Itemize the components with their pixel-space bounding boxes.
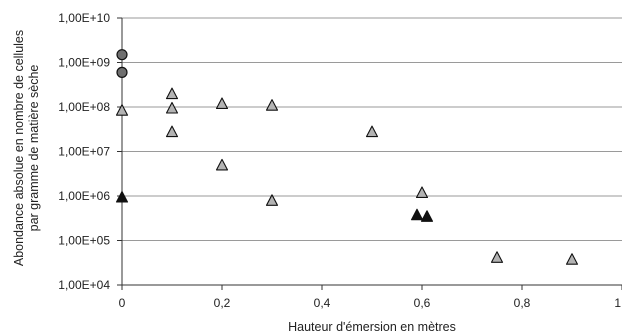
y-axis-title-line-1: Abondance absolue en nombre de cellules xyxy=(12,30,26,266)
x-tick-label: 0,4 xyxy=(314,296,331,310)
data-point-triangle xyxy=(215,97,229,110)
data-point-triangle xyxy=(115,190,129,203)
y-tick-label: 1,00E+07 xyxy=(58,145,110,159)
data-point-triangle xyxy=(165,87,179,100)
x-tick-label: 0,2 xyxy=(214,296,231,310)
x-tick-label: 0,6 xyxy=(414,296,431,310)
y-tick-label: 1,00E+10 xyxy=(58,11,110,25)
data-point-circle xyxy=(116,49,128,61)
y-tick-label: 1,00E+06 xyxy=(58,189,110,203)
y-tick-labels: 1,00E+04 1,00E+05 1,00E+06 1,00E+07 1,00E+08… xyxy=(58,11,110,292)
axes xyxy=(117,17,622,290)
x-tick-label: 0,8 xyxy=(514,296,531,310)
y-tick-label: 1,00E+08 xyxy=(58,100,110,114)
data-points xyxy=(115,49,579,265)
y-axis-title-line-2: par gramme de matière sèche xyxy=(27,65,41,232)
gridlines xyxy=(122,17,622,241)
data-point-triangle xyxy=(115,104,129,116)
data-point-triangle xyxy=(265,99,279,111)
data-point-triangle xyxy=(265,194,279,206)
data-point-circle xyxy=(116,66,128,78)
data-point-triangle xyxy=(165,125,179,138)
data-point-triangle xyxy=(410,208,424,221)
x-axis-title: Hauteur d'émersion en mètres xyxy=(288,320,456,334)
data-point-triangle xyxy=(165,101,179,114)
y-tick-label: 1,00E+09 xyxy=(58,56,110,70)
x-tick-labels: 0 0,2 0,4 0,6 0,8 1 xyxy=(119,296,622,310)
x-tick-label: 0 xyxy=(119,296,126,310)
data-point-triangle xyxy=(215,158,229,171)
data-point-triangle xyxy=(415,186,429,199)
y-tick-label: 1,00E+05 xyxy=(58,234,110,248)
data-point-triangle xyxy=(420,210,434,222)
data-point-triangle xyxy=(365,125,379,138)
data-point-triangle xyxy=(565,253,579,265)
data-point-triangle xyxy=(490,251,504,263)
y-tick-label: 1,00E+04 xyxy=(58,278,110,292)
x-tick-label: 1 xyxy=(614,296,621,310)
